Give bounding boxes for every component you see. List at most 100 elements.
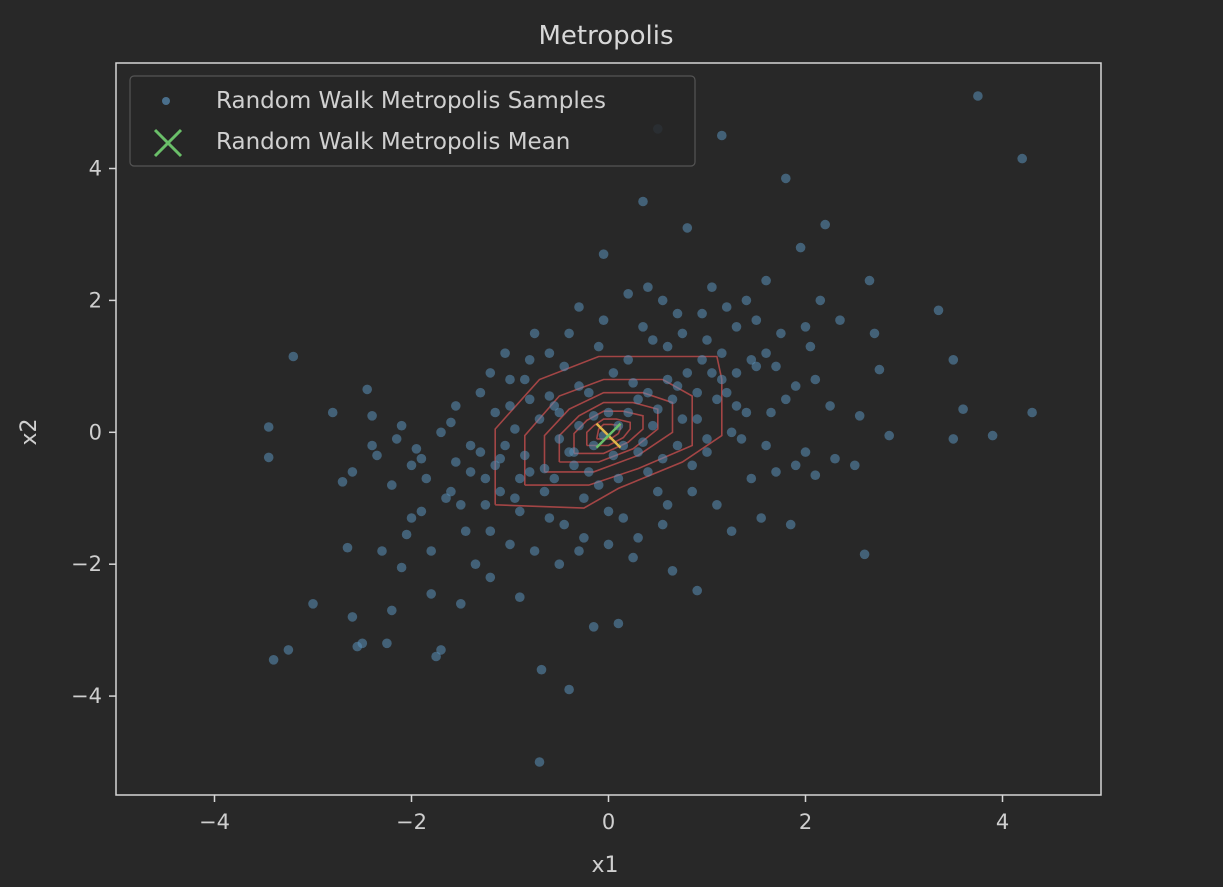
sample-point: [682, 223, 693, 233]
sample-point: [268, 655, 279, 665]
x-tick-label: 0: [602, 810, 615, 834]
sample-point: [633, 447, 643, 457]
sample-point: [672, 440, 683, 451]
sample-point: [850, 460, 860, 471]
sample-point: [485, 368, 496, 378]
sample-point: [692, 414, 702, 424]
sample-point: [653, 404, 663, 415]
sample-point: [396, 420, 407, 431]
sample-point: [1027, 407, 1037, 418]
sample-point: [520, 450, 530, 461]
sample-point: [948, 434, 959, 444]
sample-point: [436, 645, 446, 655]
sample-point: [579, 493, 589, 504]
sample-point: [721, 387, 732, 398]
sample-point: [805, 341, 816, 352]
sample-point: [421, 473, 432, 484]
sample-point: [529, 546, 540, 556]
sample-point: [559, 519, 569, 530]
sample-point: [751, 361, 762, 372]
sample-point: [406, 460, 417, 471]
sample-point: [263, 422, 274, 432]
sample-point: [446, 486, 456, 497]
sample-point: [874, 364, 885, 375]
sample-point: [524, 394, 535, 405]
sample-point: [741, 407, 752, 418]
sample-point: [500, 348, 510, 359]
x-tick-label: 2: [799, 810, 812, 834]
sample-point: [524, 355, 535, 365]
sample-point: [500, 440, 510, 451]
sample-point: [515, 473, 525, 484]
sample-point: [746, 355, 757, 365]
plot-area: [263, 91, 1037, 767]
sample-point: [1017, 153, 1027, 164]
sample-point: [731, 401, 742, 411]
sample-point: [776, 328, 786, 339]
sample-point: [480, 473, 491, 484]
sample-point: [593, 480, 604, 490]
sample-point: [510, 424, 520, 434]
sample-point: [382, 638, 392, 649]
sample-point: [731, 322, 742, 332]
sample-point: [973, 91, 983, 101]
sample-point: [702, 335, 712, 345]
sample-point: [884, 430, 894, 441]
sample-point: [569, 460, 579, 471]
sample-point: [756, 513, 766, 523]
sample-point: [702, 447, 712, 457]
sample-point: [387, 480, 397, 490]
sample-point: [677, 328, 688, 339]
x-tick-label: −4: [199, 810, 230, 834]
sample-point: [761, 275, 771, 286]
sample-point: [717, 348, 727, 359]
sample-point: [391, 434, 402, 444]
sample-point: [490, 407, 501, 418]
sample-point: [608, 450, 619, 461]
sample-point: [643, 467, 653, 477]
sample-point: [633, 394, 643, 405]
sample-point: [544, 348, 555, 359]
sample-point: [520, 374, 530, 385]
legend-box: [129, 75, 696, 167]
sample-point: [574, 381, 584, 391]
sample-point: [746, 473, 757, 484]
legend-samples-label: Random Walk Metropolis Samples: [216, 88, 606, 114]
sample-point: [593, 341, 604, 352]
sample-point: [470, 559, 481, 569]
sample-point: [465, 440, 476, 451]
sample-point: [741, 295, 752, 306]
sample-point: [697, 355, 707, 365]
contour-level-4: [573, 410, 644, 455]
sample-point: [536, 664, 547, 675]
sample-point: [367, 411, 377, 421]
sample-point: [648, 335, 658, 345]
sample-point: [958, 404, 968, 415]
sample-point: [554, 407, 565, 418]
sample-point: [790, 460, 801, 471]
sample-point: [795, 242, 806, 253]
sample-point: [564, 684, 574, 695]
legend-mean-label: Random Walk Metropolis Mean: [216, 129, 570, 155]
sample-point: [618, 513, 629, 523]
sample-point: [667, 394, 678, 405]
sample-point: [544, 513, 555, 523]
sample-point: [613, 473, 624, 484]
sample-point: [830, 453, 840, 464]
sample-point: [411, 444, 422, 454]
sample-point: [342, 542, 353, 553]
sample-point: [825, 401, 835, 411]
sample-point: [505, 374, 515, 385]
sample-point: [810, 374, 821, 385]
sample-point: [554, 434, 565, 444]
sample-point: [697, 308, 707, 319]
sample-point: [480, 500, 491, 510]
sample-point: [288, 351, 299, 362]
sample-point: [554, 559, 565, 569]
sample-point: [702, 434, 712, 444]
y-tick-label: −2: [71, 552, 102, 576]
sample-point: [426, 589, 437, 599]
sample-point: [337, 477, 348, 487]
sample-point: [549, 401, 560, 411]
sample-point: [598, 249, 609, 259]
